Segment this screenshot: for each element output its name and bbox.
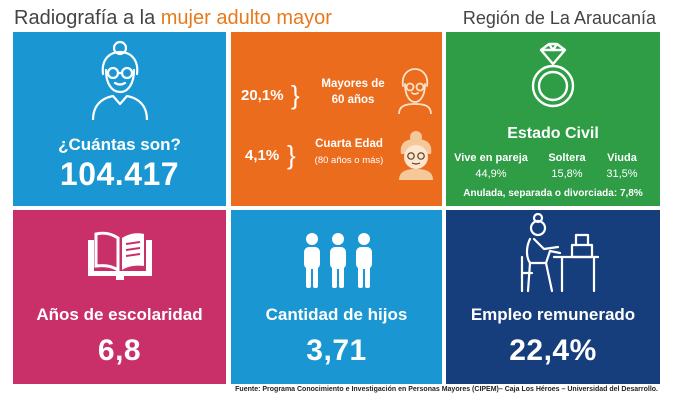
mayores-label-line1: Mayores de [321, 78, 385, 90]
page-title: Radiografía a la mujer adulto mayor [14, 7, 332, 30]
civil-item-label: Vive en pareja [454, 152, 528, 164]
cuarta-label-line1: Cuarta Edad [315, 138, 383, 150]
elderly-woman-icon [91, 40, 149, 120]
cuarta-percent: 4,1% [245, 147, 280, 164]
tile-cuantas: ¿Cuántas son? 104.417 [13, 32, 226, 206]
ring-icon [531, 42, 575, 108]
title-prefix: Radiografía a la [14, 7, 161, 29]
grandmother-icon [399, 131, 433, 180]
mayores-label: Mayores de 60 años [303, 77, 403, 108]
cuarta-label-line2: (80 años o más) [314, 154, 384, 166]
estado-civil-title: Estado Civil [507, 125, 599, 142]
empleo-value: 22,4% [509, 334, 597, 367]
children-icon [304, 233, 372, 288]
tile-hijos: Cantidad de hijos 3,71 [231, 210, 442, 384]
hijos-value: 3,71 [306, 334, 367, 367]
region-label: Región de La Araucanía [462, 8, 656, 28]
tile-empleo: Empleo remunerado 22,4% [446, 210, 660, 384]
civil-item-pareja: Vive en pareja 44,9% [454, 151, 528, 183]
civil-item-value: 15,8% [551, 167, 583, 180]
cuantas-label: ¿Cuántas son? [58, 135, 181, 154]
civil-item-label: Soltera [548, 152, 586, 164]
woman-at-desk-icon [520, 213, 600, 293]
cuantas-value: 104.417 [59, 156, 180, 192]
civil-item-value: 44,9% [475, 167, 507, 180]
mayores-brace: } [291, 80, 300, 110]
cuarta-label: Cuarta Edad (80 años o más) [299, 137, 399, 168]
tile-escolaridad: Años de escolaridad 6,8 [13, 210, 226, 384]
civil-item-label: Viuda [607, 152, 637, 164]
hijos-label: Cantidad de hijos [265, 305, 408, 324]
elderly-woman-small-icon [398, 68, 432, 114]
tile-estado-civil: Estado Civil Vive en pareja 44,9% Solter… [446, 32, 660, 206]
civil-item-value: 31,5% [606, 167, 638, 180]
title-highlight: mujer adulto mayor [160, 7, 332, 29]
book-icon [88, 231, 152, 280]
civil-footnote: Anulada, separada o divorciada: 7,8% [463, 188, 643, 199]
mayores-percent: 20,1% [241, 87, 284, 104]
source-footer: Fuente: Programa Conocimiento e Investig… [235, 386, 658, 393]
empleo-label: Empleo remunerado [470, 305, 636, 324]
cuarta-brace: } [287, 140, 296, 170]
civil-item-soltera: Soltera 15,8% [540, 151, 594, 183]
tile-edad: 20,1% } Mayores de 60 años 4,1% } Cuarta… [231, 32, 442, 206]
escolaridad-value: 6,8 [97, 334, 142, 367]
escolaridad-label: Años de escolaridad [36, 305, 203, 324]
civil-item-viuda: Viuda 31,5% [596, 151, 648, 183]
mayores-label-line2: 60 años [331, 93, 375, 106]
